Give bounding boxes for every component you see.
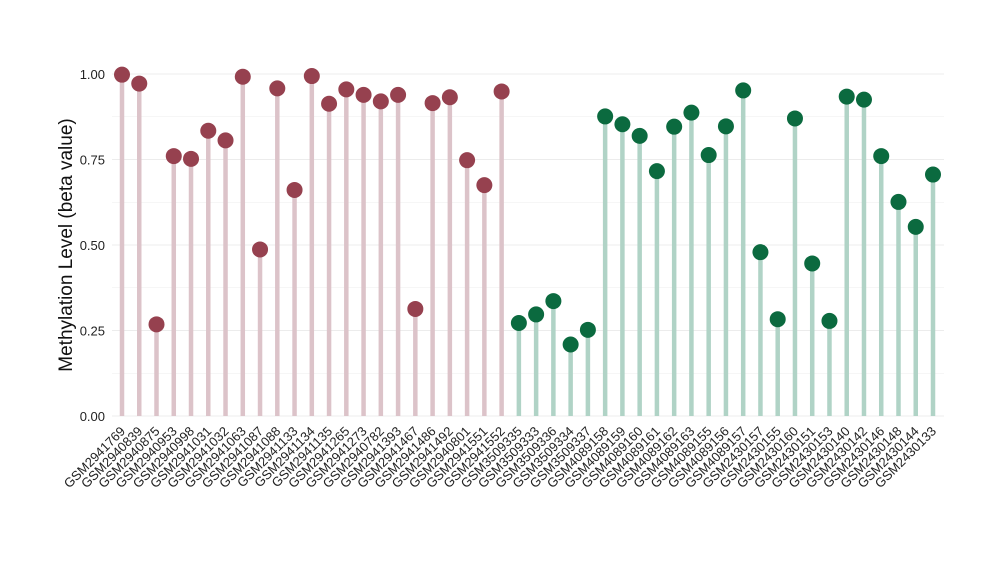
data-point	[614, 116, 631, 133]
data-point	[562, 336, 579, 353]
data-point	[683, 104, 700, 121]
data-point	[234, 68, 251, 85]
x-axis-ticks: GSM2941769GSM2940839GSM2940875GSM2940953…	[61, 424, 939, 491]
data-point	[545, 293, 562, 310]
data-point	[148, 316, 165, 333]
y-tick-label: 0.00	[80, 409, 105, 424]
data-point	[459, 152, 476, 169]
data-point	[424, 95, 441, 112]
data-point	[579, 321, 596, 338]
data-point	[925, 166, 941, 183]
y-tick-label: 0.25	[80, 324, 105, 339]
data-point	[597, 108, 614, 125]
y-axis-title: Methylation Level (beta value)	[56, 118, 77, 371]
data-point	[510, 314, 527, 331]
data-point	[735, 82, 752, 99]
data-point	[441, 89, 458, 106]
data-point	[631, 127, 648, 144]
y-tick-label: 1.00	[80, 67, 105, 82]
y-axis-ticks: 0.00 0.25 0.50 0.75 1.00	[80, 67, 105, 424]
data-point	[390, 86, 407, 103]
data-point	[407, 300, 424, 317]
data-point	[183, 150, 200, 167]
data-point	[131, 75, 148, 92]
data-point	[769, 311, 786, 328]
data-point	[855, 91, 872, 108]
data-point	[821, 312, 838, 329]
data-point	[838, 88, 855, 105]
stems	[119, 74, 936, 416]
data-point	[786, 110, 803, 127]
data-point	[700, 147, 717, 164]
data-point	[252, 241, 269, 258]
data-point	[372, 93, 389, 110]
data-point	[286, 181, 303, 198]
data-point	[493, 83, 510, 100]
data-point	[217, 132, 234, 149]
data-point	[752, 244, 769, 261]
data-point	[321, 95, 338, 112]
data-point	[476, 177, 493, 194]
data-point	[907, 218, 924, 235]
data-point	[890, 193, 907, 210]
data-point	[528, 306, 545, 323]
y-tick-label: 0.75	[80, 153, 105, 168]
y-tick-label: 0.50	[80, 238, 105, 253]
data-point	[873, 148, 890, 165]
grid-lines	[112, 73, 944, 417]
points	[114, 66, 941, 353]
data-point	[165, 148, 182, 165]
data-point	[338, 81, 355, 98]
data-point	[114, 66, 130, 83]
data-point	[804, 255, 821, 272]
data-point	[269, 80, 286, 97]
data-point	[648, 163, 665, 180]
data-point	[355, 86, 372, 103]
data-point	[303, 68, 320, 85]
data-point	[200, 122, 217, 139]
data-point	[666, 118, 683, 135]
data-point	[717, 118, 734, 135]
